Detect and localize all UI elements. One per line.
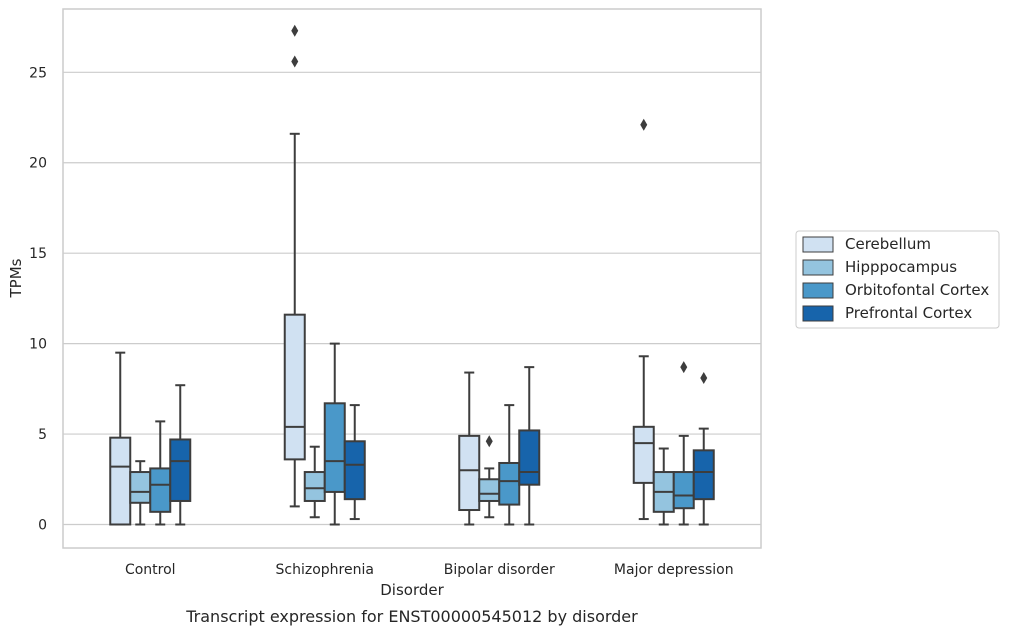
y-axis-title: TPMs [7, 258, 25, 298]
box-iqr [343, 440, 366, 501]
box-0 [149, 420, 172, 526]
box-iqr [149, 467, 172, 513]
y-tick-label-0: 0 [38, 517, 47, 533]
y-tick-label-20: 20 [29, 156, 47, 172]
box-iqr [458, 434, 481, 512]
x-tick-labels: Control Schizophrenia Bipolar disorder Majo… [125, 562, 734, 578]
x-tick-label: Control [125, 562, 176, 578]
box-iqr [692, 449, 715, 501]
plot-area-frame [62, 8, 762, 549]
legend: Cerebellum Hipppocampus Orbitofontal Corte… [795, 230, 1000, 329]
x-tick-label: Bipolar disorder [444, 562, 555, 578]
box-iqr [109, 436, 132, 526]
box-iqr [303, 471, 326, 502]
box-3 [692, 371, 715, 526]
legend-swatch [802, 282, 834, 299]
outlier-point [291, 24, 299, 37]
legend-label: Cerebellum [845, 235, 931, 253]
box-3 [632, 118, 655, 521]
box-iqr [478, 478, 501, 502]
box-0 [169, 384, 192, 526]
legend-label: Orbitofontal Cortex [845, 281, 989, 299]
box-iqr [169, 438, 192, 502]
box-iqr [283, 313, 306, 461]
box-1 [283, 24, 306, 508]
box-iqr [498, 461, 521, 506]
legend-label: Prefrontal Cortex [845, 304, 972, 322]
x-tick-label: Major depression [614, 562, 734, 578]
outlier-point [640, 118, 648, 131]
series-cerebellum [109, 24, 655, 526]
y-tick-label-5: 5 [38, 427, 47, 443]
x-tick-label: Schizophrenia [276, 562, 374, 578]
box-0 [129, 460, 152, 526]
box-iqr [672, 471, 695, 510]
y-tick-label-10: 10 [29, 337, 47, 353]
box-1 [303, 445, 326, 519]
legend-swatch [802, 259, 834, 276]
box-1 [323, 342, 346, 526]
outlier-point [680, 361, 688, 374]
box-0 [109, 351, 132, 526]
legend-label: Hipppocampus [845, 258, 957, 276]
legend-swatch [802, 305, 834, 322]
y-gridlines [63, 71, 761, 526]
box-iqr [323, 402, 346, 493]
box-2 [458, 371, 481, 526]
box-2 [498, 404, 521, 526]
legend-swatch [802, 236, 834, 253]
box-3 [652, 447, 675, 526]
outlier-point [700, 371, 708, 384]
box-iqr [518, 429, 541, 486]
box-series-group [109, 24, 715, 526]
chart-caption: Transcript expression for ENST0000054501… [185, 607, 638, 626]
box-2 [518, 366, 541, 526]
legend-frame [795, 230, 1000, 329]
box-iqr [632, 425, 655, 484]
x-axis-title: Disorder [380, 581, 444, 599]
outlier-point [291, 55, 299, 68]
box-iqr [129, 471, 152, 504]
series-hipppocampus [129, 435, 675, 526]
y-tick-labels: 0 5 10 15 20 25 [29, 65, 47, 533]
box-2 [478, 435, 501, 519]
series-prefrontal-cortex [169, 366, 715, 526]
box-1 [343, 404, 366, 521]
y-tick-label-15: 15 [29, 246, 47, 262]
outlier-point [485, 435, 493, 448]
box-3 [672, 361, 695, 526]
y-tick-label-25: 25 [29, 65, 47, 81]
